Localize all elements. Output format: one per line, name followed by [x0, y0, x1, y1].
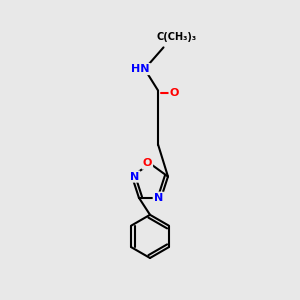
Text: O: O [169, 88, 179, 98]
Text: O: O [142, 158, 152, 169]
Text: C(CH₃)₃: C(CH₃)₃ [157, 32, 197, 42]
Text: HN: HN [131, 64, 150, 74]
Text: N: N [130, 172, 140, 182]
Text: N: N [154, 193, 163, 203]
